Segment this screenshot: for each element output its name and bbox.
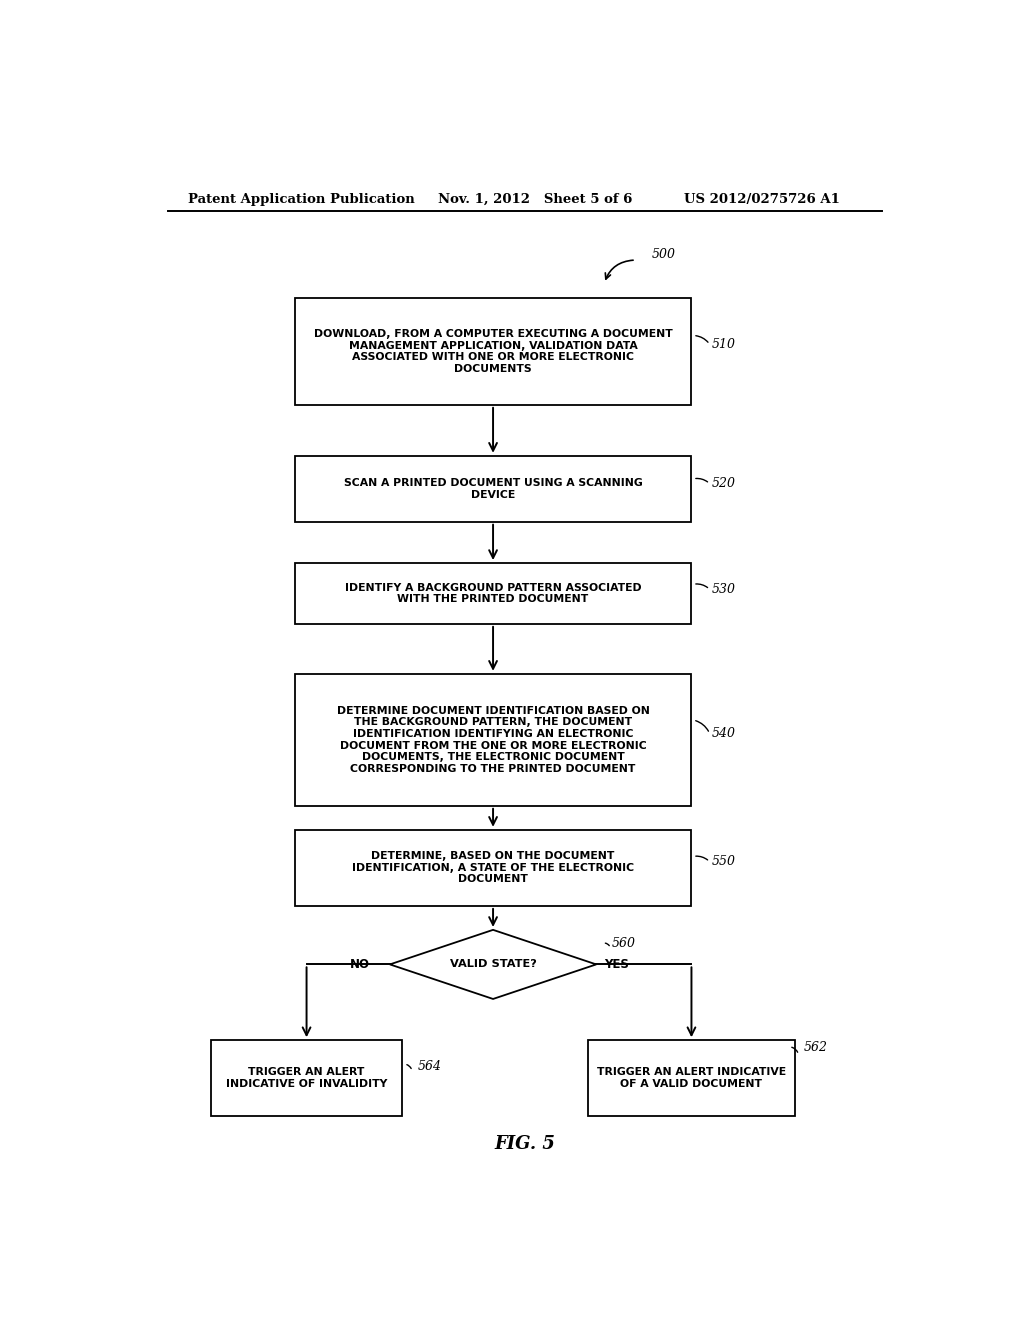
Bar xyxy=(295,673,691,805)
Text: 550: 550 xyxy=(712,855,735,869)
Text: Patent Application Publication: Patent Application Publication xyxy=(187,193,415,206)
Bar xyxy=(295,455,691,521)
Text: 560: 560 xyxy=(612,937,636,949)
Text: FIG. 5: FIG. 5 xyxy=(495,1135,555,1154)
Bar xyxy=(295,298,691,405)
Bar xyxy=(211,1040,401,1117)
Text: TRIGGER AN ALERT
INDICATIVE OF INVALIDITY: TRIGGER AN ALERT INDICATIVE OF INVALIDIT… xyxy=(226,1068,387,1089)
Text: VALID STATE?: VALID STATE? xyxy=(450,960,537,969)
Bar xyxy=(295,830,691,906)
Text: US 2012/0275726 A1: US 2012/0275726 A1 xyxy=(684,193,840,206)
Bar xyxy=(295,562,691,624)
Text: SCAN A PRINTED DOCUMENT USING A SCANNING
DEVICE: SCAN A PRINTED DOCUMENT USING A SCANNING… xyxy=(344,478,642,499)
Text: YES: YES xyxy=(604,958,629,972)
Text: DETERMINE DOCUMENT IDENTIFICATION BASED ON
THE BACKGROUND PATTERN, THE DOCUMENT
: DETERMINE DOCUMENT IDENTIFICATION BASED … xyxy=(337,706,649,774)
Bar xyxy=(588,1040,795,1117)
Text: NO: NO xyxy=(350,958,370,972)
Text: TRIGGER AN ALERT INDICATIVE
OF A VALID DOCUMENT: TRIGGER AN ALERT INDICATIVE OF A VALID D… xyxy=(597,1068,786,1089)
Polygon shape xyxy=(390,929,596,999)
Text: 564: 564 xyxy=(418,1060,441,1073)
Text: DETERMINE, BASED ON THE DOCUMENT
IDENTIFICATION, A STATE OF THE ELECTRONIC
DOCUM: DETERMINE, BASED ON THE DOCUMENT IDENTIF… xyxy=(352,851,634,884)
Text: DOWNLOAD, FROM A COMPUTER EXECUTING A DOCUMENT
MANAGEMENT APPLICATION, VALIDATIO: DOWNLOAD, FROM A COMPUTER EXECUTING A DO… xyxy=(313,329,673,374)
Text: IDENTIFY A BACKGROUND PATTERN ASSOCIATED
WITH THE PRINTED DOCUMENT: IDENTIFY A BACKGROUND PATTERN ASSOCIATED… xyxy=(345,582,641,605)
Text: 500: 500 xyxy=(652,248,676,261)
Text: 540: 540 xyxy=(712,727,735,741)
Text: 530: 530 xyxy=(712,583,735,595)
Text: 520: 520 xyxy=(712,477,735,490)
Text: 562: 562 xyxy=(804,1041,828,1055)
Text: Nov. 1, 2012   Sheet 5 of 6: Nov. 1, 2012 Sheet 5 of 6 xyxy=(437,193,632,206)
Text: 510: 510 xyxy=(712,338,735,351)
